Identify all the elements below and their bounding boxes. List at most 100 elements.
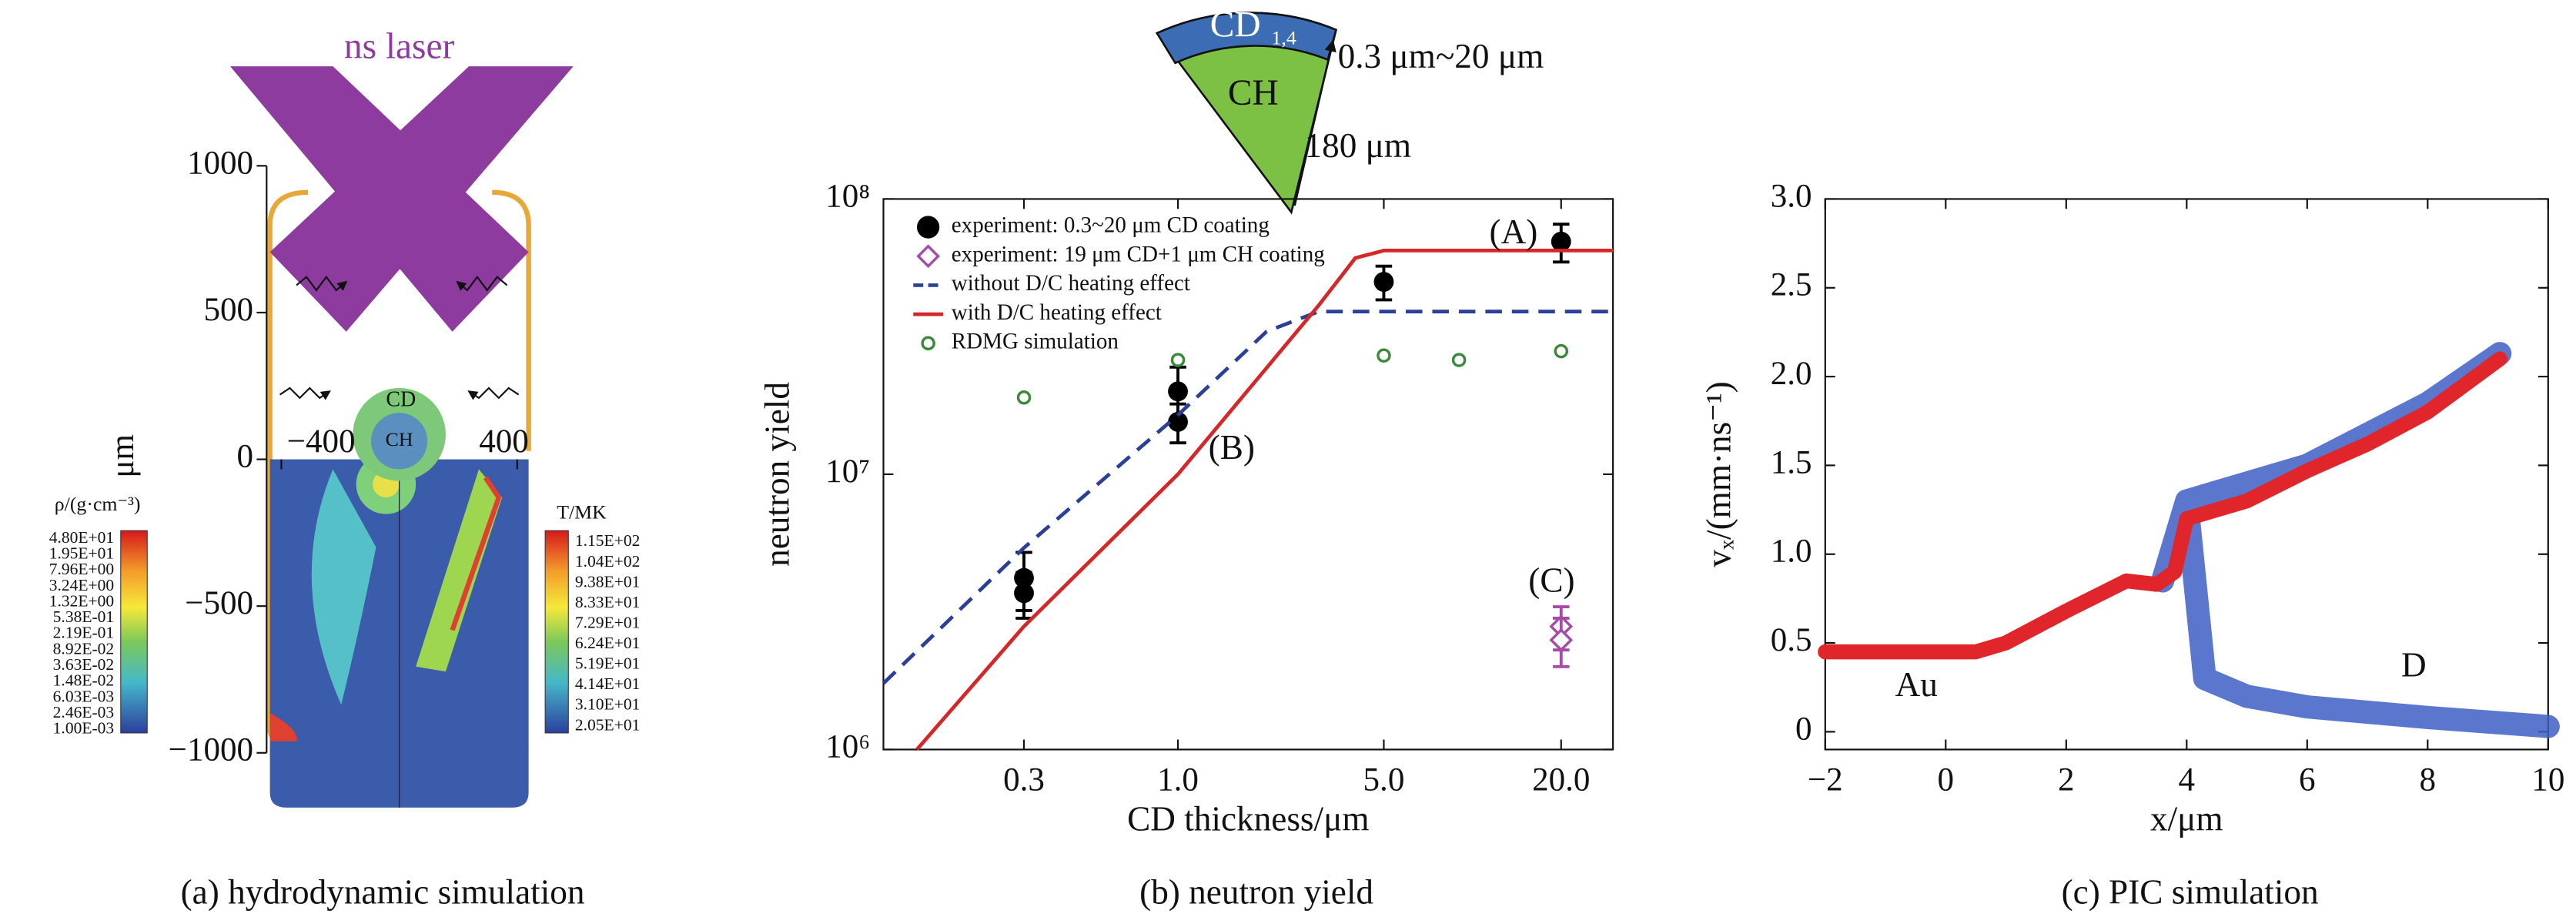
- radius-arrow: [1293, 39, 1337, 206]
- x-tick-label: 0.3: [1003, 761, 1045, 798]
- y-tick-label: 1.0: [1771, 534, 1812, 570]
- y-tick-label: −1000: [169, 732, 253, 768]
- legend-label: experiment: 19 μm CD+1 μm CH coating: [952, 242, 1325, 266]
- inset-label: 1,4: [1271, 27, 1296, 49]
- target-core: [371, 413, 428, 470]
- wavy-arrow: [467, 387, 520, 400]
- inset-label: CD: [1210, 5, 1261, 45]
- y-tick-label: 0: [237, 438, 254, 474]
- y-tick-label: 2.5: [1771, 267, 1812, 303]
- inset-label: 180 μm: [1305, 126, 1412, 165]
- y-axis-label: neutron yield: [758, 382, 796, 567]
- y-tick-label: 500: [203, 292, 253, 328]
- laser-beam: [269, 66, 574, 332]
- colorbar-label: T/MK: [557, 501, 607, 524]
- y-tick-label: 0: [1795, 711, 1812, 747]
- colorbar-tick-label: 4.14E+01: [575, 674, 640, 693]
- legend-label: experiment: 0.3~20 μm CD coating: [952, 213, 1270, 238]
- plume: [416, 469, 503, 672]
- colorbar-label: ρ/(g·cm⁻³): [55, 493, 141, 515]
- x-tick-label: 0: [1938, 761, 1955, 798]
- x-tick-label: 10: [2531, 761, 2564, 798]
- colorbar-tick-label: 6.24E+01: [575, 634, 640, 652]
- density-band: [2151, 342, 2560, 738]
- colorbar-tick-label: 7.96E+00: [49, 560, 114, 578]
- colorbar-tick-label: 8.33E+01: [575, 593, 640, 611]
- y-tick-label: 2.0: [1771, 356, 1812, 392]
- colorbar-tick-label: 5.38E-01: [53, 607, 114, 626]
- y-tick-label: 3.0: [1771, 178, 1812, 214]
- annotation: CH: [386, 428, 413, 450]
- hydro-artwork: CD CH ns laser: [120, 26, 574, 808]
- y-tick-label: 1.5: [1771, 444, 1812, 480]
- colorbar-tick-label: 3.63E-02: [53, 655, 114, 674]
- colorbar-tick-label: 5.19E+01: [575, 654, 640, 673]
- plume-edge: [450, 476, 502, 631]
- inset-label: CH: [1228, 73, 1279, 113]
- colorbar-tick-label: 3.10E+01: [575, 695, 640, 714]
- y-tick-label: 10⁷: [825, 453, 870, 490]
- x-tick-label: 6: [2299, 761, 2316, 798]
- data-point: [1168, 381, 1188, 402]
- caption: (b) neutron yield: [1139, 872, 1373, 911]
- data-point: [1554, 343, 1569, 359]
- data-point: [1014, 583, 1034, 604]
- y-tick-label: −500: [185, 585, 253, 621]
- y-axis-label: μm: [105, 434, 141, 478]
- x-tick-label: 5.0: [1363, 761, 1405, 798]
- data-point: [1170, 353, 1186, 367]
- wavy-arrow: [296, 275, 348, 292]
- colorbar-tick-label: 4.80E+01: [49, 528, 114, 547]
- colorbar-tick-label: 2.19E-01: [53, 624, 114, 642]
- colorbar-tick-label: 6.03E-03: [53, 687, 114, 705]
- annotation: (B): [1209, 428, 1255, 467]
- legend-swatch: [917, 216, 940, 239]
- colorbar: [120, 530, 148, 734]
- legend-label: RDMG simulation: [952, 329, 1119, 353]
- y-tick-label: 1000: [187, 145, 253, 181]
- y-tick-label: 10⁸: [825, 178, 870, 214]
- data-point: [1451, 353, 1467, 367]
- chart-title: ns laser: [344, 26, 455, 66]
- y-tick-label: 10⁶: [825, 728, 870, 765]
- series-line: [882, 310, 1614, 685]
- colorbar-tick-label: 1.15E+02: [575, 531, 640, 550]
- colorbar-tick-label: 1.04E+02: [575, 552, 640, 571]
- wall-hot: [269, 713, 297, 741]
- annotation: (C): [1528, 561, 1574, 599]
- x-axis-label: CD thickness/μm: [1127, 800, 1369, 838]
- x-tick-label: 2: [2058, 761, 2075, 798]
- data-point: [1016, 390, 1032, 405]
- x-tick-label: −2: [1808, 761, 1843, 798]
- data-point: [1377, 348, 1391, 363]
- legend-label: without D/C heating effect: [952, 271, 1190, 296]
- colorbar-tick-label: 1.48E-02: [53, 671, 114, 690]
- annotation: CD: [386, 388, 416, 412]
- colorbar-tick-label: 2.05E+01: [575, 715, 640, 734]
- inset-diagram: CD 1,4 CH 0.3 μm~20 μm 180 μm: [1155, 5, 1544, 215]
- colorbar-tick-label: 1.95E+01: [49, 544, 114, 563]
- series-label: Au: [1895, 665, 1938, 704]
- annotation: (A): [1490, 213, 1538, 251]
- legend-swatch: [916, 244, 941, 269]
- x-tick-label: 8: [2420, 761, 2437, 798]
- legend-swatch: [921, 336, 935, 351]
- data-point: [1549, 628, 1574, 652]
- x-tick-label: 1.0: [1157, 761, 1199, 798]
- legend-label: with D/C heating effect: [952, 300, 1162, 325]
- caption: (a) hydrodynamic simulation: [181, 872, 585, 911]
- data-point: [1373, 272, 1394, 292]
- wavy-arrow: [279, 387, 331, 400]
- x-tick-label: 20.0: [1532, 761, 1590, 798]
- plume: [311, 469, 376, 705]
- wavy-arrow: [456, 275, 508, 292]
- colorbar: [544, 530, 569, 734]
- colorbar-tick-label: 2.46E-03: [53, 703, 114, 721]
- series-line: [915, 249, 1614, 751]
- colorbar-tick-label: 7.29E+01: [575, 613, 640, 631]
- x-tick-label: −400: [287, 423, 356, 460]
- x-axis-label: x/μm: [2150, 800, 2223, 838]
- data-point: [1168, 411, 1188, 432]
- inset-label: 0.3 μm~20 μm: [1338, 37, 1544, 75]
